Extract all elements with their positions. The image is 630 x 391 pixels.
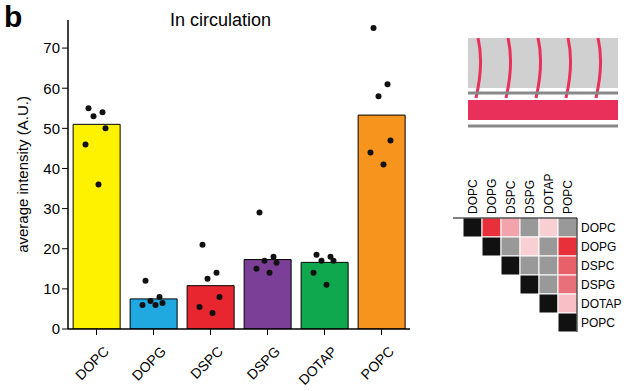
svg-text:DOPG: DOPG (129, 343, 169, 383)
svg-text:DOTAP: DOTAP (295, 343, 340, 388)
svg-text:DSPG: DSPG (244, 343, 283, 382)
svg-text:40: 40 (43, 160, 60, 177)
svg-text:POPC: POPC (561, 180, 575, 214)
svg-text:20: 20 (43, 240, 60, 257)
svg-text:DSPG: DSPG (523, 180, 537, 214)
svg-text:30: 30 (43, 200, 60, 217)
svg-text:DOPG: DOPG (581, 240, 616, 254)
svg-text:average intensity (A.U.): average intensity (A.U.) (14, 96, 31, 253)
svg-text:70: 70 (43, 39, 60, 56)
svg-text:DOPC: DOPC (581, 221, 616, 235)
svg-text:DSPC: DSPC (504, 180, 518, 214)
svg-text:POPC: POPC (581, 316, 615, 330)
svg-text:DSPC: DSPC (187, 343, 226, 382)
svg-text:60: 60 (43, 80, 60, 97)
html-text:b: b (4, 0, 23, 33)
svg-text:50: 50 (43, 120, 60, 137)
svg-text:DOPC: DOPC (466, 179, 480, 214)
svg-text:DSPC: DSPC (581, 259, 615, 273)
svg-text:DOPG: DOPG (485, 179, 499, 214)
svg-text:0: 0 (52, 320, 60, 337)
svg-text:DSPG: DSPG (581, 278, 615, 292)
svg-text:DOTAP: DOTAP (581, 297, 621, 311)
svg-text:POPC: POPC (358, 343, 397, 382)
svg-text:10: 10 (43, 280, 60, 297)
html-text:In circulation: In circulation (170, 10, 272, 30)
svg-text:DOTAP: DOTAP (542, 174, 556, 214)
svg-text:DOPC: DOPC (72, 343, 112, 383)
